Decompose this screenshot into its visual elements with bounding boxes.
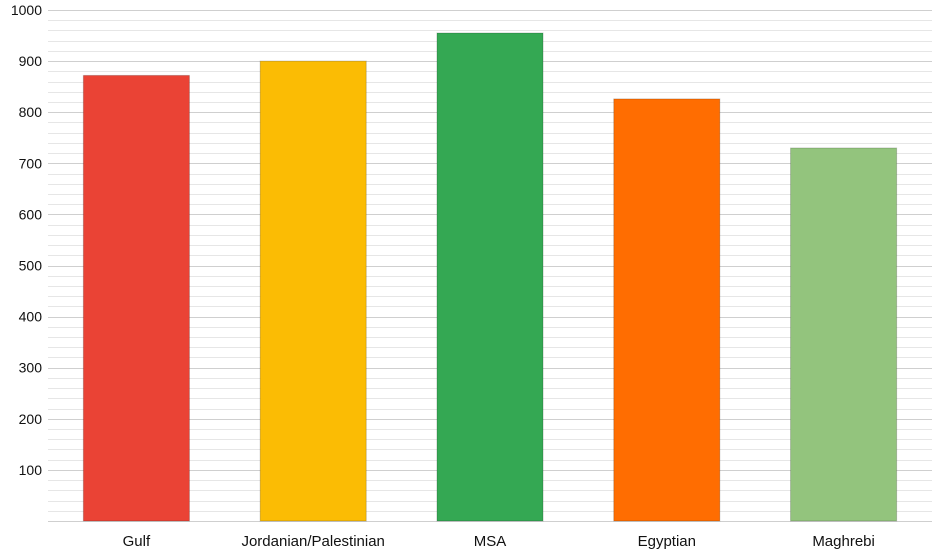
- y-tick-label: 200: [19, 411, 43, 427]
- bar-msa: [436, 32, 544, 522]
- x-category-label: Maghrebi: [812, 533, 875, 550]
- bars: [82, 32, 898, 522]
- x-category-label: MSA: [474, 533, 507, 550]
- y-tick-label: 400: [19, 309, 43, 325]
- bar-maghrebi: [790, 147, 898, 522]
- y-tick-label: 800: [19, 104, 43, 120]
- y-tick-label: 600: [19, 206, 43, 222]
- bar-jordanian-palestinian: [259, 60, 367, 522]
- y-tick-label: 300: [19, 360, 43, 376]
- y-axis-tick-labels: 100 200 300 400 500 600 700 800 900 1000: [11, 2, 42, 478]
- x-category-label: Egyptian: [638, 533, 696, 550]
- x-axis-category-labels: Gulf Jordanian/Palestinian MSA Egyptian Magh…: [123, 533, 875, 550]
- bar-gulf: [82, 74, 190, 522]
- y-tick-label: 1000: [11, 2, 42, 18]
- y-tick-label: 100: [19, 462, 43, 478]
- x-category-label: Jordanian/Palestinian: [241, 533, 384, 550]
- x-category-label: Gulf: [123, 533, 151, 550]
- y-tick-label: 500: [19, 258, 43, 274]
- bar-egyptian: [613, 98, 721, 522]
- y-tick-label: 700: [19, 155, 43, 171]
- y-tick-label: 900: [19, 53, 43, 69]
